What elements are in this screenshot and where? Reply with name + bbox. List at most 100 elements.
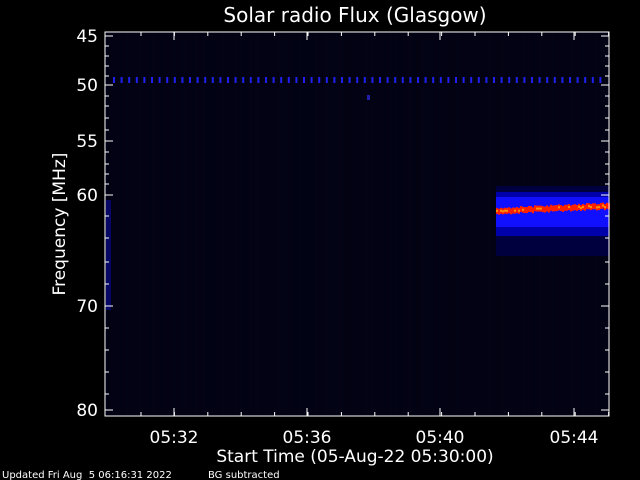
noise-stripe [225, 33, 227, 415]
noise-stripe [144, 33, 146, 415]
interference-dot [348, 77, 351, 83]
burst-core [552, 205, 554, 212]
burst-core [528, 205, 530, 212]
noise-stripe [477, 33, 479, 415]
noise-stripe [384, 33, 386, 415]
noise-stripe [210, 33, 212, 415]
burst-core [592, 203, 594, 210]
noise-stripe [294, 33, 296, 415]
noise-stripe [444, 33, 446, 415]
x-tick-label: 05:44 [550, 428, 599, 448]
interference-dot [151, 77, 153, 83]
burst-core [524, 207, 526, 214]
interference-dot [569, 77, 571, 83]
noise-stripe [387, 33, 389, 415]
burst-core [556, 205, 558, 212]
noise-stripe [270, 33, 272, 415]
burst-core [550, 204, 552, 211]
burst-core [560, 205, 562, 212]
interference-dot [120, 77, 123, 83]
noise-stripe [138, 33, 140, 415]
interference-dot [500, 77, 503, 83]
interference-dot [196, 77, 199, 83]
interference-dot [227, 77, 229, 83]
noise-stripe [141, 33, 143, 415]
burst-core [606, 202, 608, 209]
burst-core [564, 204, 566, 211]
noise-stripe [195, 33, 197, 415]
burst-core [534, 205, 536, 212]
burst-peak [598, 206, 600, 209]
burst-peak [558, 206, 560, 209]
interference-dot [363, 77, 366, 83]
burst-core [542, 206, 544, 213]
noise-stripe [423, 33, 425, 415]
noise-stripe [390, 33, 392, 415]
burst-peak [580, 207, 582, 210]
interference-dot [401, 77, 404, 83]
noise-stripe [432, 33, 434, 415]
noise-stripe [348, 33, 350, 415]
noise-stripe [396, 33, 398, 415]
burst-core [600, 202, 602, 209]
noise-stripe [156, 33, 158, 415]
chart-title: Solar radio Flux (Glasgow) [223, 3, 486, 27]
burst-peak [590, 206, 592, 209]
burst-peak [596, 206, 598, 209]
interference-dot [447, 77, 450, 83]
y-axis-label: Frequency [MHz] [50, 153, 70, 296]
interference-dot [553, 77, 556, 83]
noise-stripe [231, 33, 233, 415]
noise-stripe [318, 33, 320, 415]
noise-stripe [399, 33, 401, 415]
noise-stripe [213, 33, 215, 415]
burst-core [574, 204, 576, 211]
noise-stripe [291, 33, 293, 415]
noise-stripe [456, 33, 458, 415]
noise-stripe [180, 33, 182, 415]
noise-stripe [228, 33, 230, 415]
noise-stripe [375, 33, 377, 415]
burst-peak [518, 209, 520, 212]
footer-bg-note: BG subtracted [208, 470, 280, 480]
y-tick-label: 70 [76, 297, 98, 317]
burst-peak [514, 209, 516, 212]
interference-dot [508, 77, 511, 83]
interference-dot [280, 77, 283, 83]
noise-stripe [393, 33, 395, 415]
noise-stripe [306, 33, 308, 415]
interference-dot [143, 77, 146, 83]
interference-dot [128, 77, 131, 83]
interference-dot [272, 77, 275, 83]
noise-stripe [282, 33, 284, 415]
noise-stripe [489, 33, 491, 415]
noise-stripe [453, 33, 455, 415]
burst-peak [568, 206, 570, 209]
interference-dot [265, 77, 267, 83]
noise-stripe [486, 33, 488, 415]
noise-stripe [204, 33, 206, 415]
interference-dot [462, 77, 465, 83]
noise-stripe [363, 33, 365, 415]
noise-stripe [234, 33, 236, 415]
y-tick-label: 55 [76, 132, 98, 152]
noise-stripe [360, 33, 362, 415]
noise-stripe [327, 33, 329, 415]
burst-peak [496, 209, 498, 212]
noise-stripe [186, 33, 188, 415]
y-tick-label: 45 [76, 27, 98, 47]
noise-stripe [111, 33, 113, 415]
interference-dot [371, 77, 374, 83]
noise-stripe [435, 33, 437, 415]
noise-stripe [354, 33, 356, 415]
noise-stripe [207, 33, 209, 415]
interference-dot [158, 77, 161, 83]
noise-stripe [417, 33, 419, 415]
burst-core [562, 205, 564, 212]
burst-core [544, 206, 546, 213]
noise-stripe [372, 33, 374, 415]
burst-core [508, 207, 510, 214]
interference-dot [561, 77, 564, 83]
interference-dot [470, 77, 473, 83]
noise-stripe [303, 33, 305, 415]
